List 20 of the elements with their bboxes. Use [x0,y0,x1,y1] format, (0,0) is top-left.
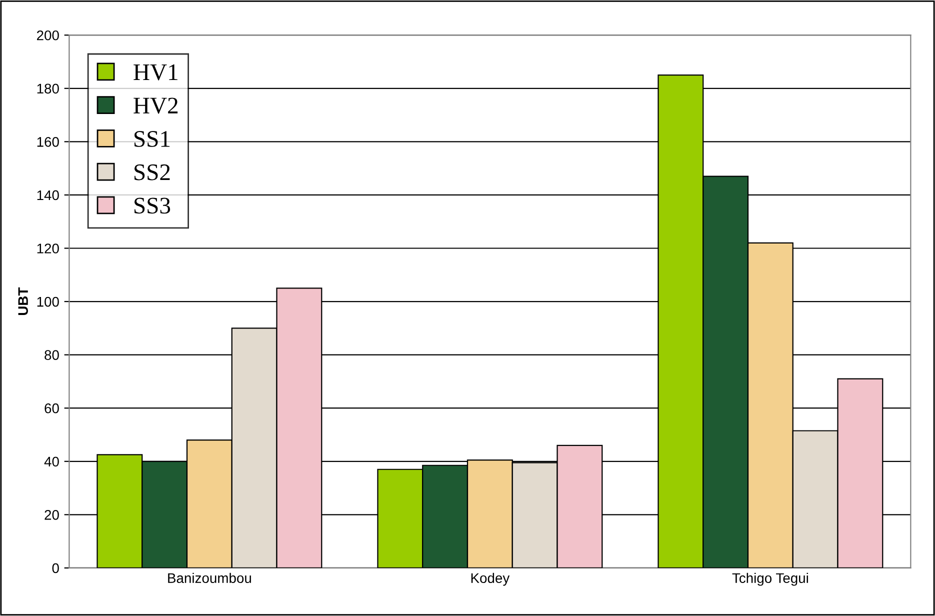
y-tick-label: 20 [44,510,59,520]
y-tick-label: 40 [44,456,59,467]
legend-label: SS3 [134,198,170,214]
legend-label: SS2 [134,164,170,180]
y-tick-label: 200 [36,30,59,40]
y-tick-label: 120 [37,244,59,254]
y-tick-label: 180 [37,84,59,94]
y-tick-label: 80 [44,350,59,360]
y-tick-label: 140 [37,190,59,200]
legend-label: HV2 [134,98,178,114]
y-tick-label: 160 [37,137,59,147]
y-tick-label: 60 [44,403,59,414]
legend-label: HV1 [134,64,178,80]
y-tick-label: 0 [52,563,59,574]
x-tick-label: Tchigo Tegui [732,572,808,586]
legend-label: SS1 [134,131,170,147]
y-axis-title: UBT [18,287,28,315]
x-tick-label: Banizoumbou [168,572,251,584]
x-tick-label: Kodey [471,572,510,586]
y-tick-label: 100 [37,296,59,307]
